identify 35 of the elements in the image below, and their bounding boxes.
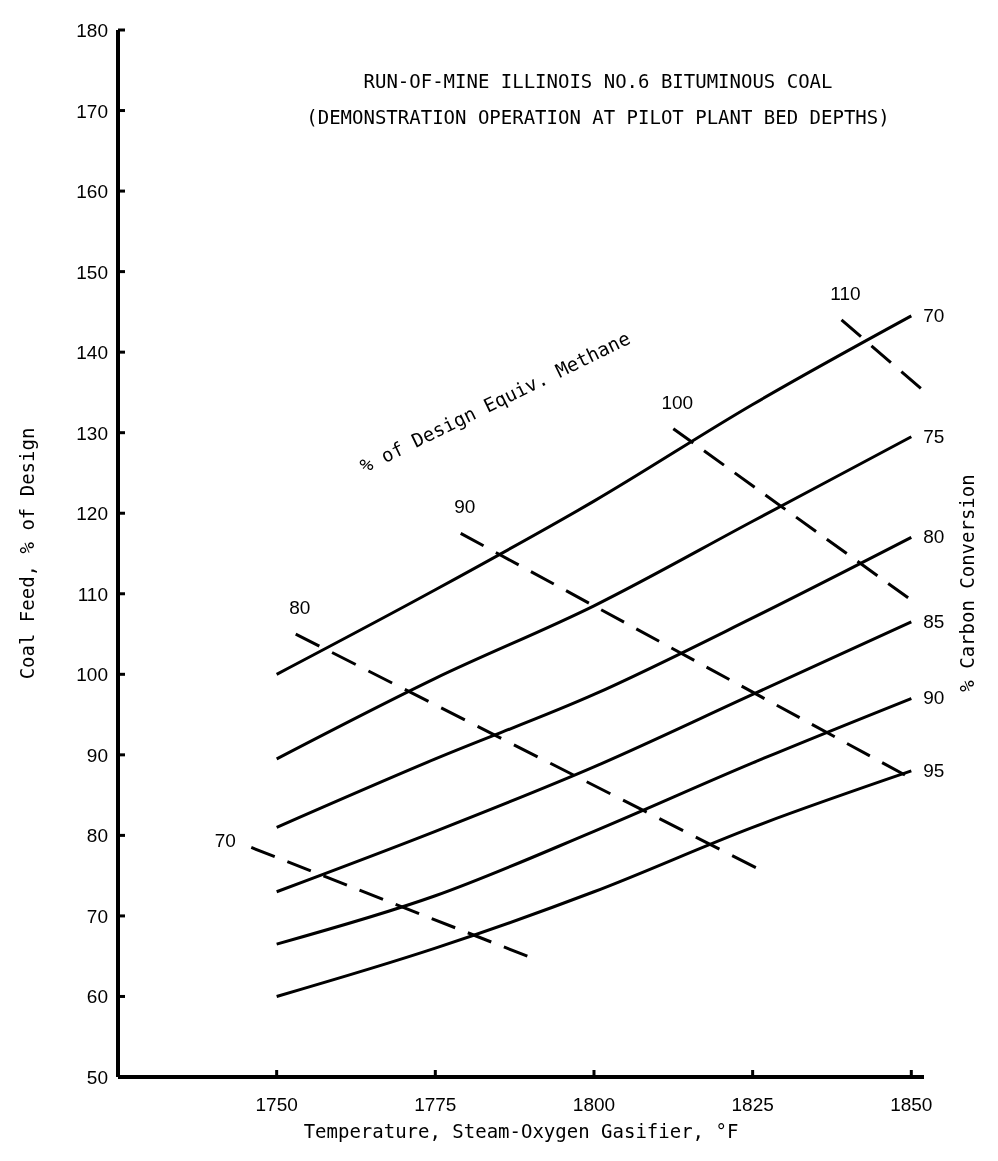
text: % Carbon Conversion xyxy=(956,474,978,692)
y-tick-label: 60 xyxy=(86,986,108,1008)
y-tick-label: 150 xyxy=(76,261,108,283)
y-tick-label: 80 xyxy=(86,825,108,847)
y-tick-label: 120 xyxy=(76,503,108,525)
x-tick-label: 1800 xyxy=(572,1094,616,1115)
text: RUN-OF-MINE ILLINOIS NO.6 BITUMINOUS COAL xyxy=(363,70,833,92)
y-tick-label: 90 xyxy=(86,744,108,766)
x-tick-label: 1775 xyxy=(414,1094,457,1115)
y-tick-label: 110 xyxy=(77,583,108,605)
y-tick-label: 50 xyxy=(86,1067,108,1088)
series-label: 95 xyxy=(923,759,945,781)
series-label: 75 xyxy=(923,425,945,447)
x-tick-label: 1850 xyxy=(890,1094,933,1115)
x-axis-title: Temperature, Steam-Oxygen Gasifier, °F xyxy=(303,1120,739,1142)
y-tick-label: 170 xyxy=(76,100,108,122)
series-label: 100 xyxy=(661,391,694,413)
y-tick-label: 160 xyxy=(76,181,108,203)
series-label: 110 xyxy=(830,282,861,304)
y-tick-label: 100 xyxy=(76,664,108,686)
y-axis-title: Coal Feed, % of Design xyxy=(16,427,38,680)
series-label: 90 xyxy=(923,687,945,709)
y-tick-label: 140 xyxy=(76,342,108,364)
x-tick-label: 1750 xyxy=(255,1094,298,1115)
series-label: 70 xyxy=(214,830,236,852)
y-tick-label: 130 xyxy=(76,422,108,444)
series-label: 80 xyxy=(289,597,311,619)
text: (DEMONSTRATION OPERATION AT PILOT PLANT BED DEPTHS) xyxy=(306,106,890,128)
x-tick-label: 1825 xyxy=(731,1094,774,1115)
series-label: 90 xyxy=(454,496,476,518)
y-tick-label: 70 xyxy=(86,905,108,927)
series-label: 85 xyxy=(923,610,945,632)
y-tick-label: 180 xyxy=(76,20,108,41)
series-label: 70 xyxy=(923,304,945,326)
series-label: 80 xyxy=(923,526,945,548)
